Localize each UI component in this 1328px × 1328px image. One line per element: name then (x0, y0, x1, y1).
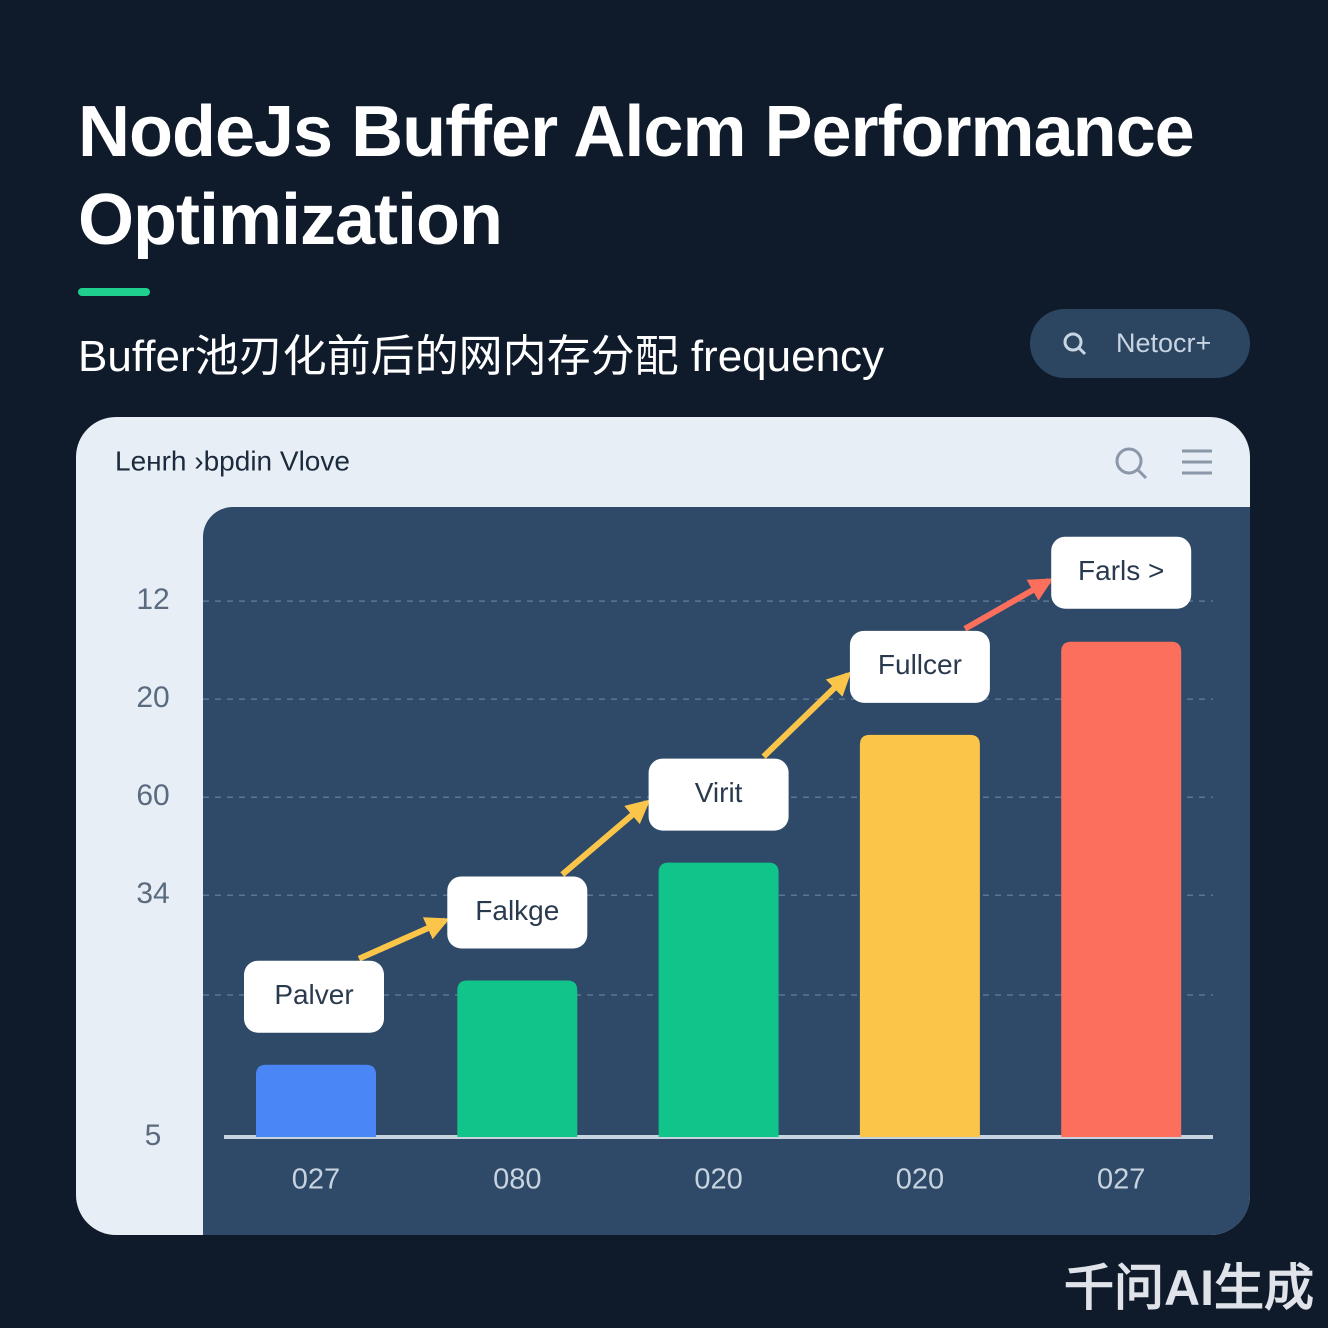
x-tick-label: 027 (292, 1164, 340, 1196)
bar (256, 1064, 376, 1137)
search-icon[interactable] (1115, 447, 1143, 475)
callout-box (447, 876, 588, 949)
callout-label: Farls > (1078, 555, 1164, 586)
page-title: NodeJs Buffer Alcm Performance Optimizat… (78, 92, 1195, 260)
menu-icon[interactable] (1182, 449, 1212, 475)
trend-arrow (963, 578, 1054, 632)
bar (859, 734, 980, 1137)
callout-label: Virit (695, 777, 743, 808)
x-tick-label: 020 (896, 1164, 944, 1196)
callout-box (244, 960, 384, 1033)
search-icon-handle (1136, 468, 1148, 480)
callout-box (849, 630, 990, 703)
callout-label: Palver (274, 979, 353, 1010)
callout-box (1051, 536, 1192, 609)
search-label: Netocr+ (1116, 328, 1212, 358)
callout-label: Fullcer (878, 649, 962, 680)
search-pill[interactable]: Netocr+ (1030, 309, 1250, 378)
search-pill-icon (1063, 332, 1087, 356)
x-tick-label: 027 (1097, 1164, 1145, 1196)
y-tick-label: 20 (136, 681, 169, 714)
bar (658, 862, 779, 1137)
y-tick-label: 5 (145, 1119, 162, 1152)
x-tick-label: 080 (493, 1164, 541, 1196)
y-tick-label: 12 (136, 583, 169, 616)
subtitle: Buffer池刃化前后的网内存分配 frequency (78, 332, 885, 381)
card-title: Leнrh ›bpdin Vlove (115, 445, 350, 476)
bar (1061, 641, 1182, 1137)
trend-arrow (357, 917, 450, 962)
y-tick-label: 60 (136, 779, 169, 812)
y-tick-label: 34 (136, 877, 169, 910)
watermark: 千问AI生成 (1064, 1260, 1314, 1316)
x-tick-label: 020 (694, 1164, 742, 1196)
callout-label: Falkge (475, 895, 559, 926)
bar (457, 980, 578, 1137)
trend-arrow (761, 671, 852, 759)
trend-arrow (560, 799, 651, 877)
callout-box (648, 758, 789, 831)
accent-bar (78, 288, 150, 296)
